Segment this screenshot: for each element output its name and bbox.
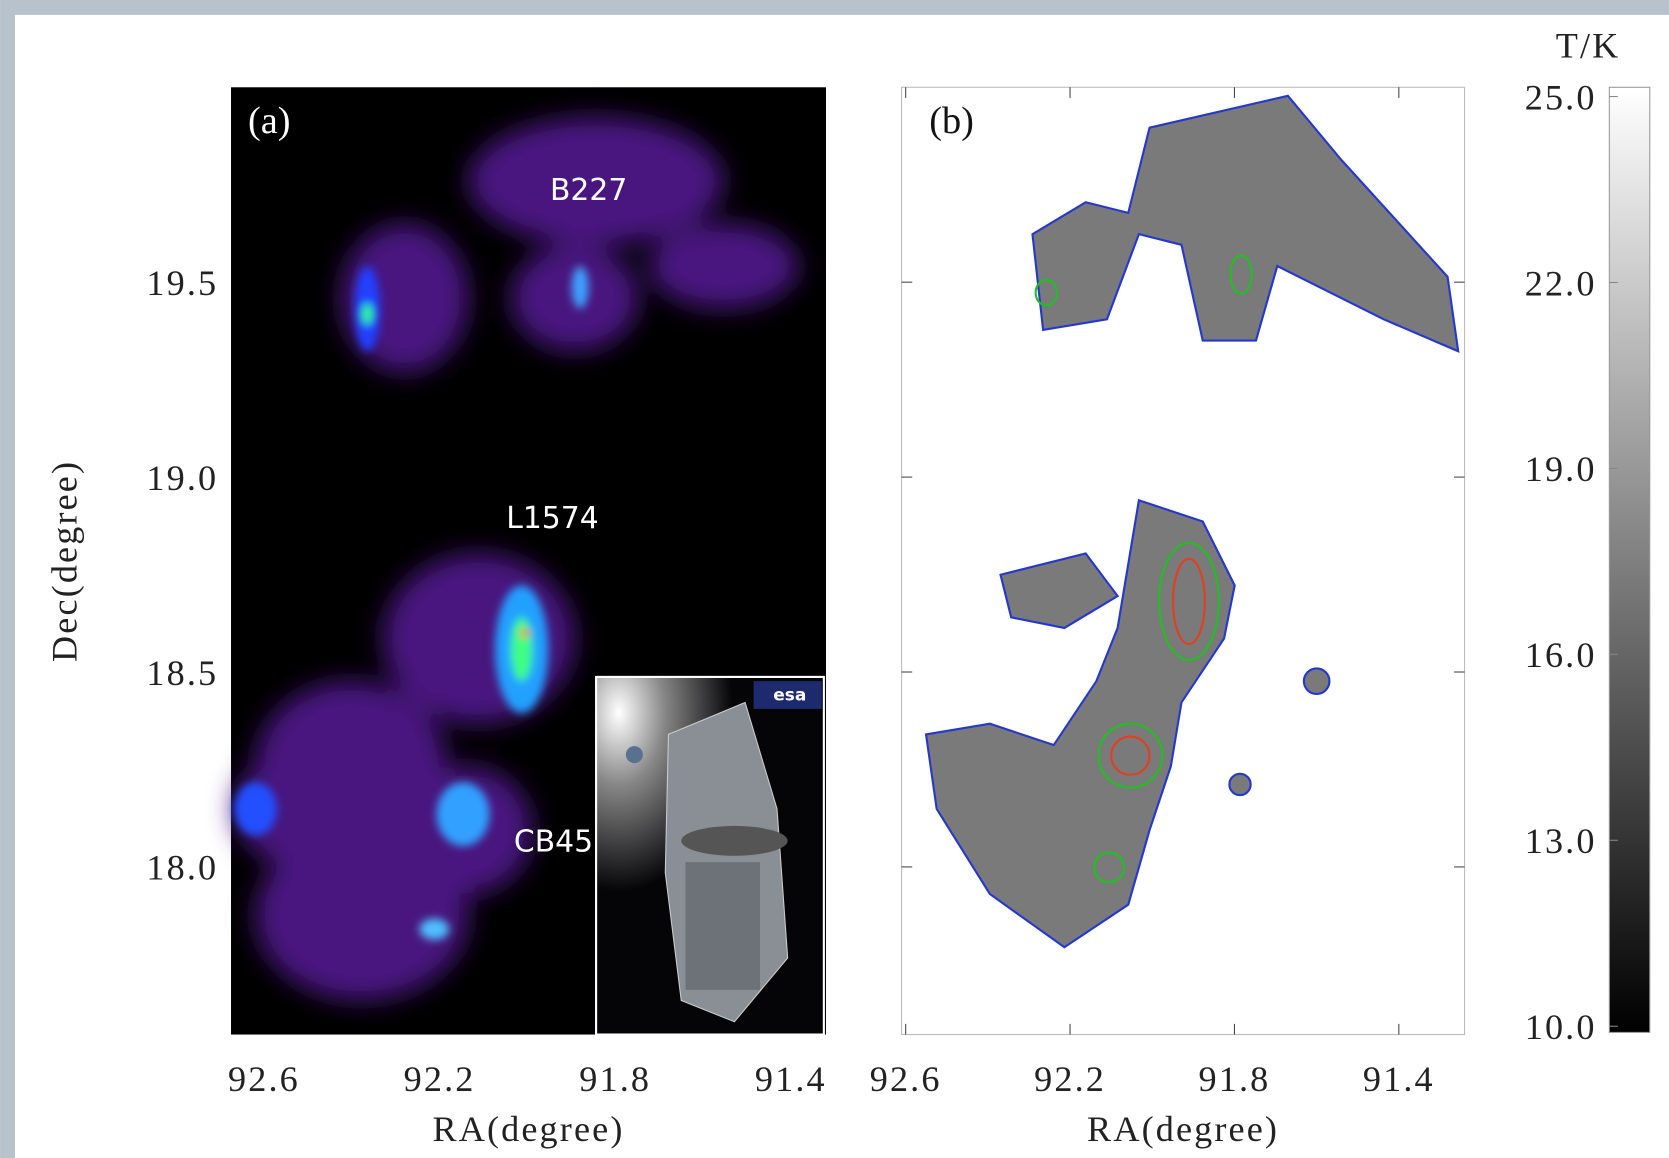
x-axis-label: RA(degree) [1087,1109,1279,1149]
x-tick-label: 92.2 [404,1059,476,1099]
colorbar-tick-label: 16.0 [1525,635,1597,675]
colorbar [1609,87,1649,1032]
panel-b: (b) [902,87,1465,1034]
annotation: L1574 [506,501,598,536]
colorbar-title: T/K [1556,25,1621,65]
inset: esa [596,677,824,1035]
colorbar-tick-label: 19.0 [1525,449,1597,489]
y-tick-label: 19.0 [146,458,218,498]
x-tick-label: 91.4 [755,1059,827,1099]
x-tick-label: 92.6 [228,1059,300,1099]
logo: esa [773,685,806,705]
panel-label: (b) [929,100,974,142]
figure: esa (a) (b) 92.6 92.2 91.8 91.4 19.5 19.0 18.5… [0,0,1669,1158]
colorbar-tick-label: 25.0 [1525,77,1597,117]
y-tick-label: 19.5 [146,263,218,303]
x-axis-label: RA(degree) [432,1109,624,1149]
annotation: CB45 [514,824,593,859]
annotation: B227 [550,173,627,208]
panel-label: (a) [248,100,291,142]
y-tick-label: 18.5 [146,653,218,693]
x-tick-label: 91.4 [1363,1059,1435,1099]
y-tick-label: 18.0 [146,848,218,888]
colorbar-tick-label: 10.0 [1525,1007,1597,1047]
colorbar-tick-label: 22.0 [1525,263,1597,303]
x-tick-label: 91.8 [579,1059,651,1099]
x-tick-label: 92.2 [1034,1059,1106,1099]
y-axis-label: Dec(degree) [45,460,85,662]
x-tick-label: 91.8 [1199,1059,1271,1099]
colorbar-tick-label: 13.0 [1525,821,1597,861]
panel-a: esa (a) [231,87,826,1034]
x-tick-label: 92.6 [870,1059,942,1099]
